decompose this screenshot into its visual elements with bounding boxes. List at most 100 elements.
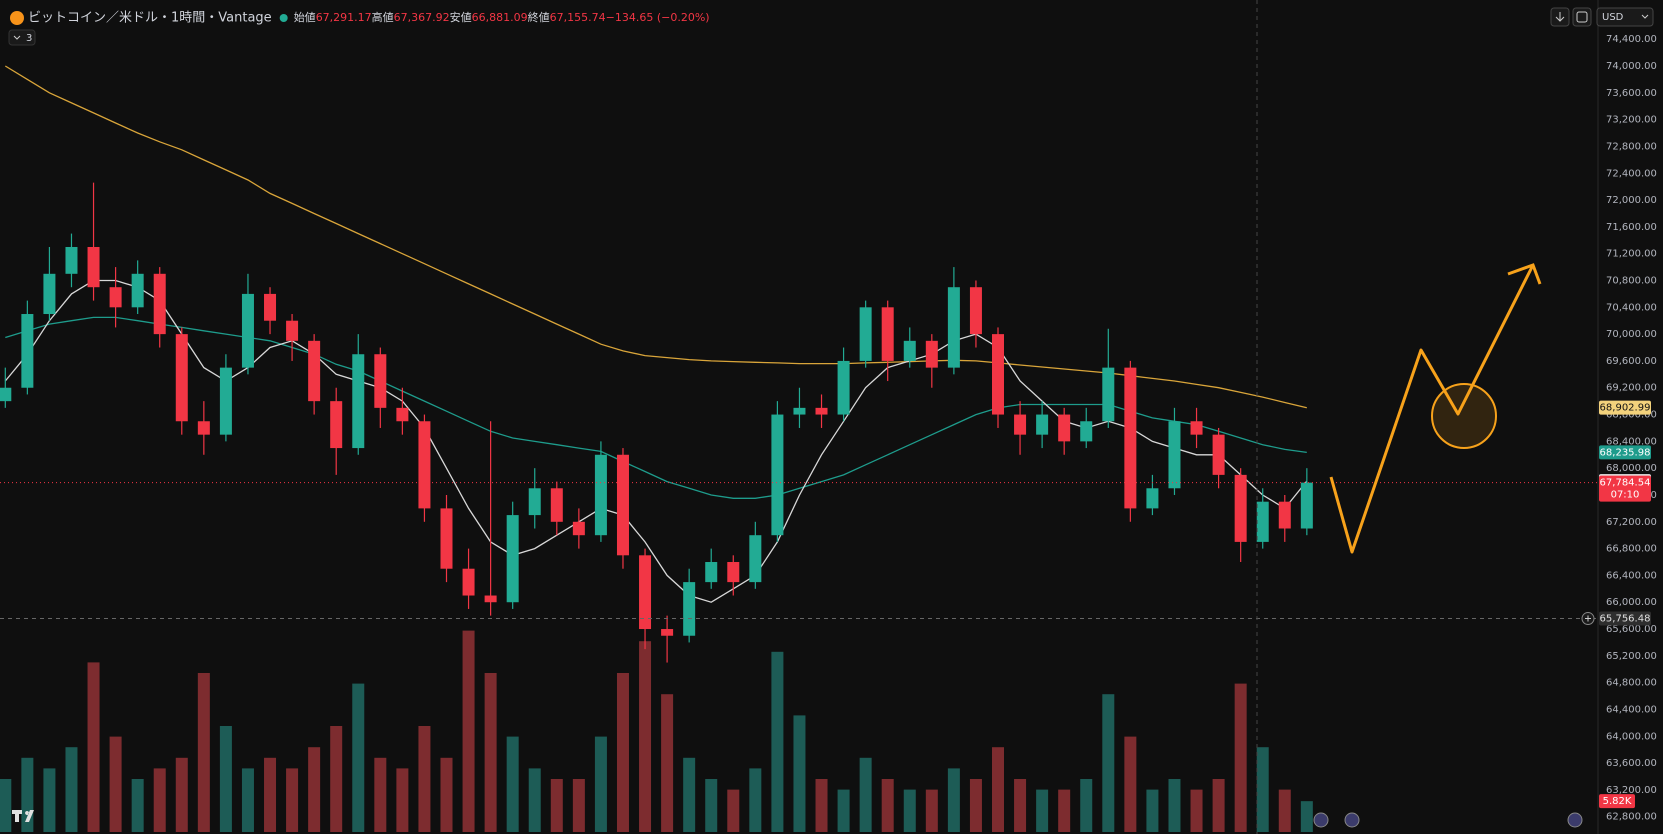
volume-bar (683, 757, 696, 832)
y-tick-label: 66,400.00 (1606, 570, 1657, 581)
volume-bar (1190, 789, 1203, 832)
candle-body (264, 293, 277, 321)
candle-body (43, 273, 56, 315)
candle-body (1102, 367, 1115, 422)
y-tick-label: 73,200.00 (1606, 115, 1657, 126)
candle-body (550, 488, 563, 522)
candle-body (1256, 501, 1269, 542)
candle-body (837, 360, 850, 415)
y-tick-label: 69,200.00 (1606, 383, 1657, 394)
price-tag (1599, 475, 1651, 502)
candle-body (1300, 482, 1313, 529)
volume-bar (1080, 779, 1093, 832)
y-tick-label: 72,400.00 (1606, 168, 1657, 179)
volume-bar (109, 736, 122, 832)
y-tick-label: 65,200.00 (1606, 651, 1657, 662)
symbol-title[interactable]: ビットコイン／米ドル・1時間・Vantage (28, 11, 272, 26)
candle-body (484, 595, 497, 603)
candle-body (175, 334, 188, 422)
candle-body (131, 273, 144, 308)
candle-body (1278, 501, 1291, 529)
candle-body (594, 454, 607, 536)
candle-body (219, 367, 232, 435)
y-tick-label: 63,600.00 (1606, 758, 1657, 769)
volume-bar (903, 789, 916, 832)
candle-body (1190, 421, 1203, 435)
ohlc-label: 終値 (528, 10, 550, 24)
y-tick-label: 66,800.00 (1606, 544, 1657, 555)
indicator-count: 3 (26, 33, 32, 44)
volume-bar (639, 641, 652, 832)
volume-bar (330, 726, 343, 832)
volume-bar (881, 779, 894, 832)
volume-bar (616, 673, 629, 832)
candle-body (21, 314, 34, 388)
candle-body (109, 287, 122, 308)
y-tick-label: 63,200.00 (1606, 785, 1657, 796)
y-tick-label: 70,000.00 (1606, 329, 1657, 340)
price-tag-label: 68,235.98 (1600, 447, 1651, 458)
indicator-toggle[interactable] (8, 29, 36, 46)
moving-average (5, 316, 1307, 499)
candle-body (462, 568, 475, 596)
candle-body (153, 273, 166, 335)
volume-bar (0, 779, 12, 832)
ohlc-label: 高値 (372, 10, 394, 24)
y-tick-label: 74,000.00 (1606, 61, 1657, 72)
volume-bar (1300, 801, 1313, 832)
candle-body (616, 454, 629, 556)
crosshair-tag (1599, 611, 1651, 626)
y-tick-label: 73,600.00 (1606, 88, 1657, 99)
candle-body (1014, 414, 1027, 435)
y-tick-label: 67,200.00 (1606, 517, 1657, 528)
candle-body (374, 354, 387, 408)
volume-bar (815, 779, 828, 832)
volume-bar (65, 747, 78, 832)
volume-bar (1278, 789, 1291, 832)
volume-bar (1234, 683, 1247, 832)
y-tick-label: 65,600.00 (1606, 624, 1657, 635)
plot-area (0, 0, 1598, 834)
candle-body (705, 562, 718, 583)
volume-bar (1212, 779, 1225, 832)
ohlc-legend: 始値67,291.17高値67,367.92安値66,881.09終値67,15… (294, 10, 710, 24)
volume-bar (396, 768, 409, 832)
candle-body (1234, 474, 1247, 542)
volume-bar (837, 789, 850, 832)
coin-icon (10, 11, 24, 25)
refresh-icon (1576, 11, 1588, 23)
candle-body (947, 287, 960, 368)
candle-body (925, 340, 938, 368)
refresh-button[interactable] (1572, 7, 1592, 27)
volume-bar (506, 736, 519, 832)
candle-body (65, 246, 78, 274)
currency-select[interactable] (1596, 7, 1654, 27)
price-tag (1599, 445, 1651, 460)
select-chevron (1641, 14, 1649, 19)
countdown: 07:10 (1611, 490, 1640, 501)
ohlc-value: 67,155.74 (550, 11, 606, 24)
candle-body (1058, 414, 1071, 442)
candle-body (969, 287, 982, 335)
volume-bar (87, 662, 100, 832)
volume-bar (175, 757, 188, 832)
event-icon (1313, 812, 1329, 828)
ohlc-label: 安値 (450, 10, 472, 24)
volume-bar (241, 768, 254, 832)
volume-bar (418, 726, 431, 832)
candle-body (506, 515, 519, 603)
volume-bar (727, 789, 740, 832)
y-tick-label: 71,600.00 (1606, 222, 1657, 233)
volume-bar (1102, 694, 1115, 832)
drawing-arrowhead (1507, 263, 1542, 285)
volume-bar (749, 768, 762, 832)
candle-body (881, 307, 894, 361)
candle-body (418, 421, 431, 509)
y-tick-label: 68,800.00 (1606, 410, 1657, 421)
volume-bar (925, 789, 938, 832)
currency-label: USD (1602, 12, 1624, 23)
volume-bar (992, 747, 1004, 832)
volume-bar (771, 651, 784, 832)
volume-bar (705, 779, 718, 832)
